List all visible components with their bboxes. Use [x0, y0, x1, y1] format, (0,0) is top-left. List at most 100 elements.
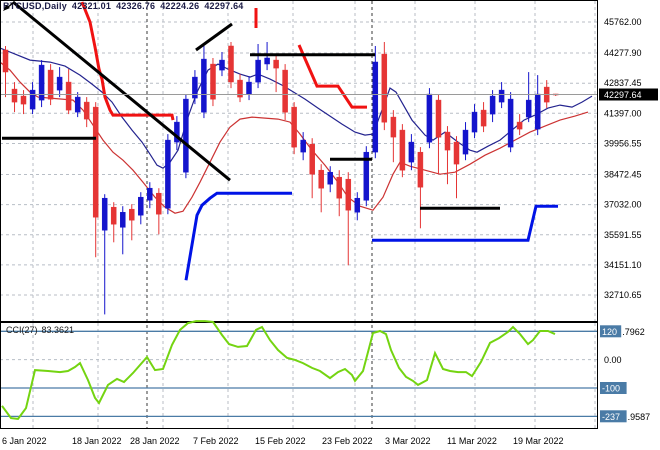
candle-body	[444, 131, 451, 151]
time-scale-label: 23 Feb 2022	[322, 436, 373, 446]
candle-body	[201, 58, 207, 113]
candle-body	[471, 111, 478, 133]
candle-body	[219, 59, 225, 71]
time-scale-label: 3 Mar 2022	[385, 436, 431, 446]
trendline[interactable]	[195, 22, 233, 52]
low-value: 42224.26	[160, 1, 200, 11]
candle-body	[273, 59, 279, 69]
candle-body	[408, 141, 415, 163]
candle-body	[47, 69, 54, 100]
cci-scale-label: .7962	[622, 327, 645, 337]
trendline[interactable]	[12, 0, 231, 182]
cci-level-badge-text: -237	[602, 412, 620, 422]
candle-body	[309, 143, 315, 175]
cci-scale-label: 0.00	[604, 355, 622, 365]
candle-body	[354, 197, 361, 213]
candle-body	[65, 81, 72, 111]
candle-body	[372, 61, 379, 153]
current-price-badge-text: 42297.64	[604, 90, 642, 100]
candle-body	[480, 109, 487, 127]
cci-level-badge-text: 120	[602, 327, 617, 337]
candle-body	[381, 53, 388, 123]
time-scale-label: 28 Jan 2022	[130, 436, 180, 446]
candle-body	[525, 99, 532, 118]
candle-body	[83, 101, 90, 120]
candle-body	[516, 121, 523, 130]
cci-level-badge-text: -100	[602, 384, 620, 394]
candle-body	[210, 63, 216, 100]
price-scale-label: 35591.55	[604, 230, 642, 240]
open-value: 42321.01	[71, 1, 112, 11]
candle-body	[282, 69, 288, 113]
candle-body	[255, 59, 261, 83]
candle-body	[489, 95, 496, 115]
price-scale-label: 44277.90	[604, 48, 642, 58]
candle-body	[462, 129, 469, 155]
candle-body	[38, 64, 45, 101]
candle-body	[29, 89, 36, 110]
price-scale-label: 45762.00	[604, 17, 642, 27]
cci-level-badge	[600, 410, 627, 423]
cci-level-badge	[600, 382, 627, 394]
resistance-step-line[interactable]	[80, 1, 175, 121]
price-scale-label: 34151.10	[604, 260, 642, 270]
candle-body	[11, 88, 18, 103]
candle-body	[435, 99, 442, 138]
candle-body	[300, 139, 306, 153]
main-pane-frame	[0, 0, 598, 322]
candle-body	[498, 89, 505, 103]
cci-indicator-label: CCI(27) 83.3621	[6, 325, 74, 335]
price-scale-label: 37032.00	[604, 200, 642, 210]
time-scale-label: 6 Jan 2022	[2, 436, 47, 446]
time-scale-label: 19 Mar 2022	[513, 436, 564, 446]
time-scale-label: 18 Jan 2022	[72, 436, 122, 446]
price-scale-label: 32710.65	[604, 290, 642, 300]
cci-line	[1, 320, 556, 420]
support-step-line[interactable]	[372, 204, 558, 242]
price-scale-label: 41397.00	[604, 108, 642, 118]
close-value: 42297.64	[204, 1, 244, 11]
candle-body	[246, 81, 252, 95]
candle-body	[174, 121, 180, 143]
cci-level-badge	[600, 325, 622, 338]
candle-body	[147, 187, 153, 201]
candle-body	[507, 98, 514, 148]
candle-body	[336, 176, 342, 199]
cci-current-value: 83.3621	[41, 325, 75, 335]
resistance-step-line[interactable]	[297, 44, 367, 109]
candle-body	[129, 208, 135, 221]
price-scale-label: 42837.45	[604, 78, 642, 88]
chart-arrow-icon	[3, 1, 15, 11]
candle-body	[390, 116, 397, 138]
candle-body	[345, 178, 352, 211]
candle-body	[56, 76, 63, 91]
candle-body	[417, 151, 424, 188]
candle-body	[228, 45, 234, 83]
candle-body	[291, 106, 297, 148]
candle-body	[426, 93, 433, 143]
candle-body	[318, 169, 324, 189]
candle-body	[120, 212, 126, 228]
candle-body	[237, 79, 243, 98]
candle-body	[453, 141, 460, 165]
candle-body	[399, 129, 406, 171]
current-price-badge	[599, 88, 658, 101]
time-scale-label: 15 Feb 2022	[255, 436, 306, 446]
candle-body	[92, 106, 99, 218]
cci-pane-frame	[0, 322, 598, 429]
candle-body	[138, 196, 144, 216]
candle-body	[534, 93, 541, 130]
price-scale-label: 39956.55	[604, 139, 642, 149]
support-step-line[interactable]	[184, 191, 292, 281]
cci-name: CCI(27)	[6, 325, 38, 335]
symbol-period-label: BTCUSD,Daily	[3, 1, 67, 11]
time-scale-label: 7 Feb 2022	[193, 436, 239, 446]
candle-body	[363, 151, 370, 201]
price-scale-label: 38472.45	[604, 170, 642, 180]
upper-band-line	[0, 47, 593, 169]
cci-scale-label: .9587	[628, 412, 651, 422]
candle-body	[264, 57, 270, 65]
